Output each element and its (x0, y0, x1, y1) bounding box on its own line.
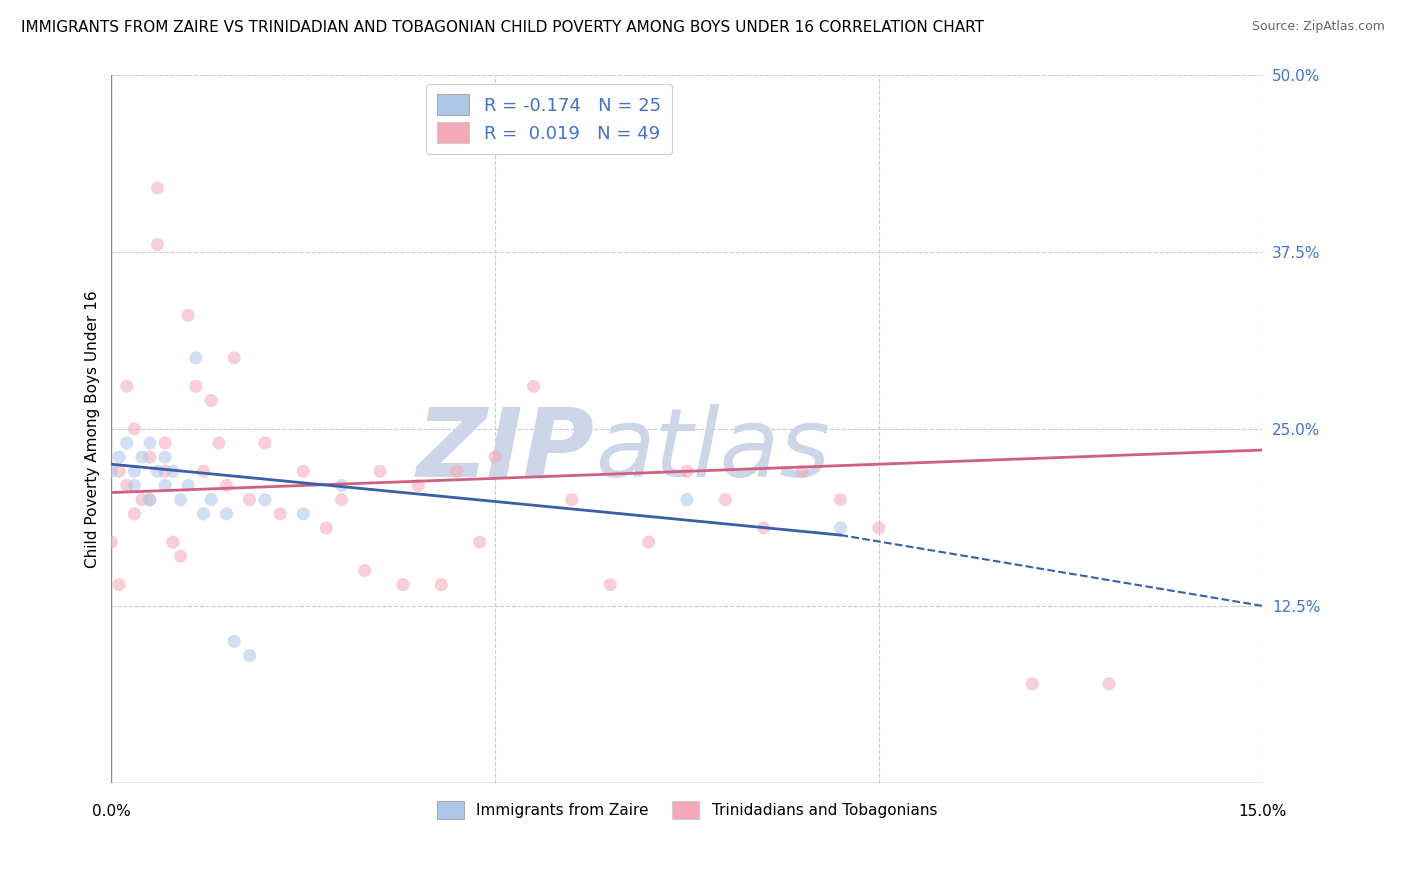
Point (100, 464, 122, 478)
Text: ZIP: ZIP (418, 403, 595, 497)
Point (139, 492, 162, 507)
Point (131, 450, 153, 464)
Point (108, 450, 131, 464)
Point (177, 309, 200, 323)
Text: Source: ZipAtlas.com: Source: ZipAtlas.com (1251, 20, 1385, 33)
Point (330, 492, 353, 507)
Point (561, 492, 583, 507)
Point (139, 492, 162, 507)
Point (169, 492, 191, 507)
Point (353, 564, 375, 578)
Text: atlas: atlas (595, 403, 830, 497)
Point (292, 507, 315, 521)
Point (193, 507, 215, 521)
Point (830, 521, 852, 535)
Point (714, 492, 737, 507)
Point (177, 478, 200, 492)
Point (139, 436, 162, 450)
Point (153, 450, 176, 464)
Point (162, 464, 184, 478)
Point (124, 464, 146, 478)
Point (315, 521, 337, 535)
Point (124, 422, 146, 436)
Point (108, 464, 131, 478)
Point (1021, 677, 1043, 691)
Point (269, 507, 291, 521)
Text: 0.0%: 0.0% (91, 805, 131, 819)
Point (193, 464, 215, 478)
Point (124, 507, 146, 521)
Point (200, 492, 222, 507)
Point (224, 351, 246, 365)
Point (238, 648, 260, 663)
Point (146, 464, 169, 478)
Point (224, 634, 246, 648)
Point (468, 535, 491, 549)
Legend: Immigrants from Zaire, Trinidadians and Tobagonians: Immigrants from Zaire, Trinidadians and … (430, 795, 943, 825)
Point (100, 535, 122, 549)
Point (253, 436, 276, 450)
Point (139, 450, 162, 464)
Point (115, 379, 138, 393)
Point (169, 549, 191, 564)
Point (292, 464, 315, 478)
Point (131, 492, 153, 507)
Point (153, 464, 176, 478)
Point (392, 577, 415, 591)
Point (253, 492, 276, 507)
Point (184, 351, 207, 365)
Point (408, 478, 430, 492)
Point (115, 436, 138, 450)
Point (208, 436, 231, 450)
Point (146, 237, 169, 252)
Point (162, 535, 184, 549)
Point (752, 521, 775, 535)
Y-axis label: Child Poverty Among Boys Under 16: Child Poverty Among Boys Under 16 (86, 290, 100, 567)
Point (830, 492, 852, 507)
Point (124, 478, 146, 492)
Point (153, 478, 176, 492)
Point (790, 464, 813, 478)
Point (676, 464, 699, 478)
Point (599, 577, 621, 591)
Point (446, 464, 468, 478)
Point (522, 379, 544, 393)
Point (430, 577, 453, 591)
Point (215, 507, 238, 521)
Point (146, 181, 169, 195)
Point (215, 478, 238, 492)
Point (637, 535, 659, 549)
Point (484, 450, 506, 464)
Point (676, 492, 699, 507)
Point (1098, 677, 1121, 691)
Text: 15.0%: 15.0% (1239, 805, 1286, 819)
Point (108, 577, 131, 591)
Point (238, 492, 260, 507)
Point (200, 393, 222, 408)
Point (184, 379, 207, 393)
Point (868, 521, 890, 535)
Point (330, 478, 353, 492)
Point (153, 436, 176, 450)
Text: IMMIGRANTS FROM ZAIRE VS TRINIDADIAN AND TOBAGONIAN CHILD POVERTY AMONG BOYS UND: IMMIGRANTS FROM ZAIRE VS TRINIDADIAN AND… (21, 20, 984, 35)
Point (368, 464, 391, 478)
Point (115, 478, 138, 492)
